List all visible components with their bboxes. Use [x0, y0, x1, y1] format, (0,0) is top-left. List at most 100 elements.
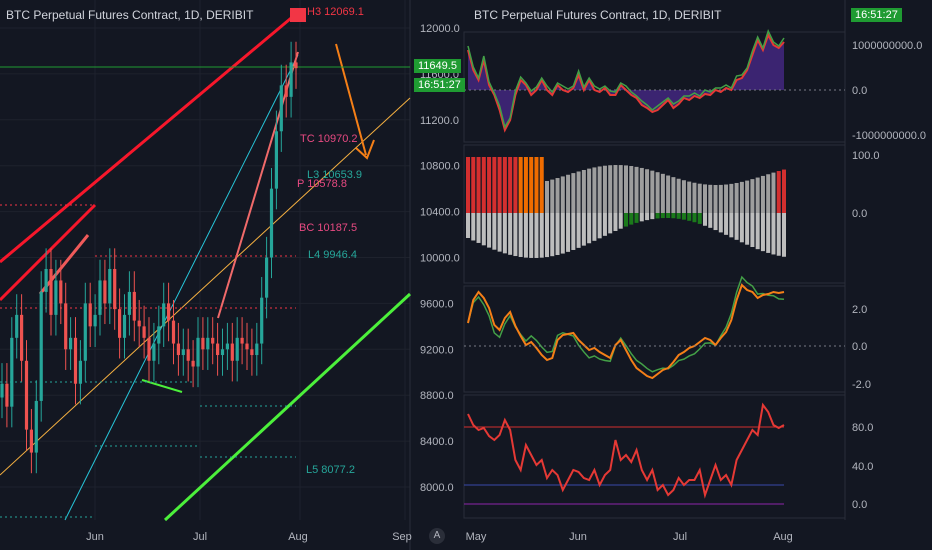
- histogram-bar: [734, 213, 739, 240]
- histogram-bar: [634, 166, 639, 213]
- histogram-bar: [481, 213, 486, 246]
- auto-scale-button[interactable]: A: [429, 528, 445, 544]
- red-channel-line: [0, 203, 97, 302]
- histogram-bar: [471, 157, 476, 213]
- histogram-bar: [750, 179, 755, 213]
- price-tick-label: 11200.0: [420, 115, 459, 127]
- histogram-bar: [681, 180, 686, 213]
- cyan-trend-line: [64, 54, 299, 521]
- histogram-bar: [739, 213, 744, 243]
- time-tick-label: Sep: [392, 531, 412, 543]
- arrow-head: [355, 139, 375, 160]
- histogram-bar: [629, 213, 634, 225]
- red-channel-line: [0, 12, 297, 264]
- price-tick-label: 10800.0: [420, 161, 460, 173]
- histogram-bar: [581, 169, 586, 213]
- left-chart-title: BTC Perpetual Futures Contract, 1D, DERI…: [6, 8, 254, 22]
- candle-body: [93, 314, 97, 327]
- histogram-bar: [502, 157, 507, 213]
- candle-body: [54, 280, 58, 315]
- candle-body: [59, 280, 63, 304]
- histogram-bar: [629, 166, 634, 213]
- rsi-line: [467, 402, 785, 499]
- histogram-bar: [618, 213, 623, 229]
- candle-body: [186, 349, 190, 361]
- histogram-bar: [571, 213, 576, 250]
- histogram-bar: [687, 213, 692, 221]
- candle-body: [157, 326, 161, 344]
- candle-body: [5, 383, 9, 407]
- histogram-bar: [523, 213, 528, 258]
- candle-body: [64, 303, 68, 350]
- candle-body: [220, 349, 225, 356]
- histogram-bar: [650, 170, 655, 213]
- histogram-bar: [508, 213, 513, 255]
- histogram-bar: [776, 171, 781, 213]
- histogram-bar: [692, 182, 697, 213]
- indicator-tick-label: 40.0: [852, 461, 873, 473]
- histogram-bar: [550, 179, 555, 213]
- candle-body: [118, 309, 122, 338]
- price-tick-label: 9600.0: [420, 298, 454, 310]
- histogram-bar: [713, 184, 718, 213]
- histogram-bar: [560, 176, 565, 213]
- candle-body: [39, 291, 43, 401]
- histogram-bar: [708, 213, 713, 228]
- histogram-bar: [703, 184, 707, 213]
- pivot-label: BC 10187.5: [299, 222, 357, 234]
- histogram-bar: [513, 157, 518, 213]
- candle-body: [137, 320, 141, 327]
- candle-body: [274, 131, 278, 189]
- histogram-bar: [597, 166, 602, 213]
- candle-body: [265, 257, 269, 298]
- histogram-bar: [597, 213, 602, 239]
- alert-marker: [290, 8, 306, 22]
- candle-body: [127, 291, 131, 315]
- indicator-tick-label: 2.0: [852, 304, 867, 316]
- histogram-bar: [655, 213, 660, 219]
- time-tick-label: May: [466, 531, 487, 543]
- histogram-bar: [697, 183, 702, 213]
- right-time-axis: May Jun Jul Aug: [466, 531, 793, 543]
- candle-body: [255, 343, 259, 356]
- candle-body: [44, 268, 48, 292]
- histogram-bar: [518, 157, 523, 213]
- histogram-bar: [471, 213, 476, 241]
- price-tick-label: 10400.0: [420, 207, 460, 219]
- histogram-bar: [576, 213, 581, 248]
- oscillator-line: [467, 32, 785, 133]
- histogram-bar: [487, 157, 492, 213]
- indicator-tick-label: 0.0: [852, 85, 867, 97]
- candle-body: [171, 320, 176, 344]
- histogram-bar: [523, 157, 528, 213]
- histogram-bar: [782, 169, 786, 213]
- candle-body: [167, 303, 171, 321]
- candle-body: [69, 337, 73, 350]
- histogram-bar: [476, 157, 481, 213]
- histogram-bar: [687, 181, 692, 213]
- histogram-bar: [613, 213, 618, 231]
- histogram-bar: [729, 213, 734, 238]
- indicator-tick-label: 100.0: [852, 150, 880, 162]
- histogram-bar: [624, 165, 628, 213]
- candle-body: [279, 85, 283, 132]
- candle-body: [284, 85, 288, 97]
- candle-body: [176, 343, 180, 356]
- candle-body: [235, 337, 239, 361]
- histogram-bar: [650, 213, 655, 220]
- oscillator-signal: [467, 28, 785, 129]
- right-countdown-badge: 16:51:27: [851, 8, 902, 22]
- histogram-bar: [639, 213, 644, 222]
- candle-body: [10, 337, 14, 407]
- histogram-bar: [718, 213, 723, 233]
- indicator-tick-label: 80.0: [852, 422, 873, 434]
- candle-body: [103, 280, 107, 304]
- candle-body: [289, 62, 293, 97]
- histogram-bar: [724, 184, 729, 213]
- time-tick-label: Jul: [673, 531, 687, 543]
- red-short-line: [38, 234, 90, 295]
- histogram-bar: [639, 167, 644, 213]
- candles: [0, 41, 298, 474]
- histogram-bar: [566, 174, 571, 213]
- histogram-bar: [734, 182, 739, 213]
